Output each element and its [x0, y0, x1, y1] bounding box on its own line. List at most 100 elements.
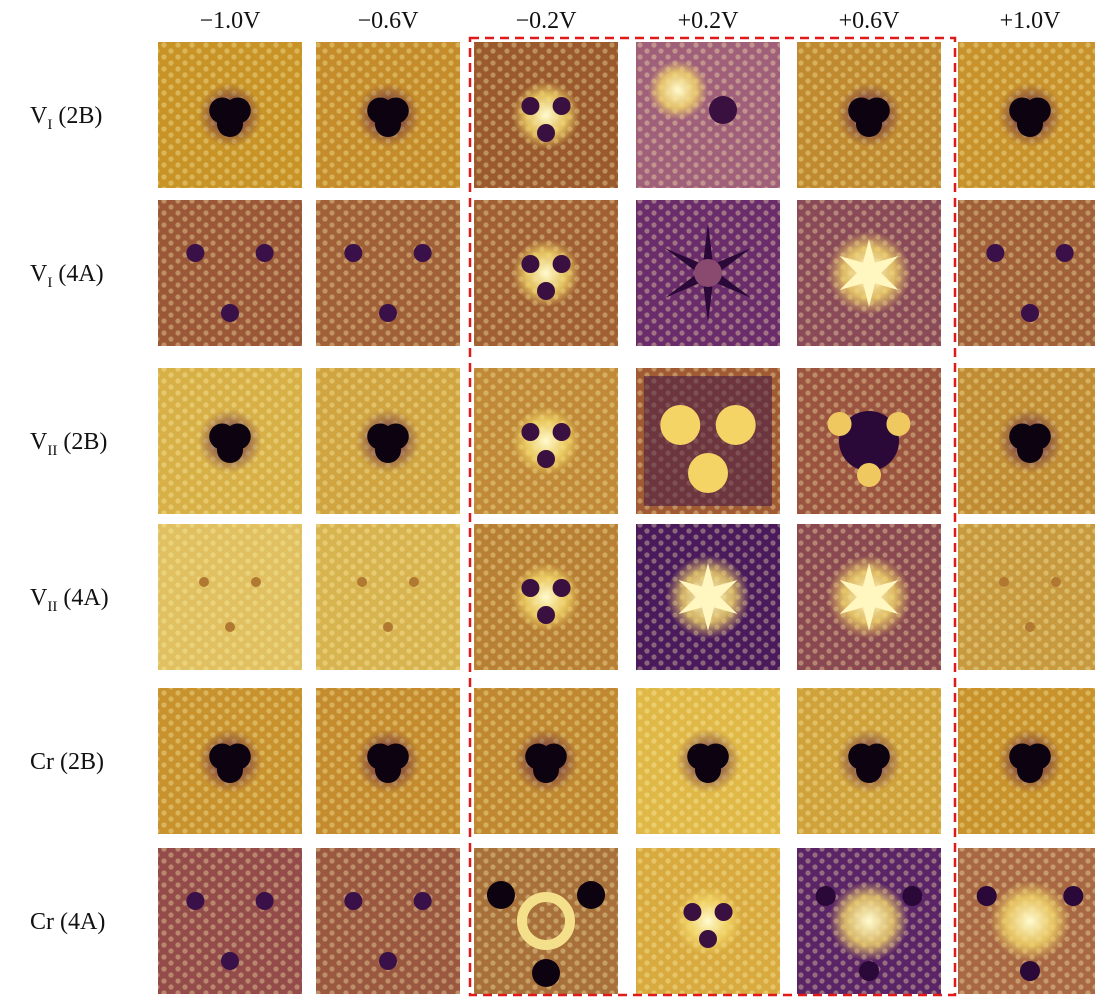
image-feature	[534, 749, 558, 773]
image-feature	[990, 881, 1070, 961]
stm-image	[474, 200, 618, 346]
stm-image	[316, 42, 460, 188]
stm-image	[636, 200, 780, 346]
stm-image	[158, 42, 302, 188]
stm-image	[474, 688, 618, 834]
image-feature	[1051, 577, 1061, 587]
image-feature	[256, 892, 274, 910]
image-feature	[857, 749, 881, 773]
stm-image	[158, 524, 302, 670]
image-feature	[999, 577, 1009, 587]
stm-image	[797, 200, 941, 346]
image-texture	[158, 848, 302, 994]
row-tag: (2B)	[60, 749, 104, 775]
image-feature	[857, 463, 881, 487]
image-feature	[977, 886, 997, 906]
row-tag: (4A)	[63, 585, 108, 611]
image-feature	[553, 579, 571, 597]
image-feature	[186, 892, 204, 910]
image-feature	[1063, 886, 1083, 906]
row-tag: (2B)	[58, 103, 102, 129]
image-feature	[1056, 244, 1074, 262]
stm-image	[316, 688, 460, 834]
image-feature	[225, 622, 235, 632]
row-subscript: II	[47, 443, 57, 459]
column-header: +0.6V	[839, 8, 901, 34]
image-feature	[683, 903, 701, 921]
image-feature	[828, 412, 852, 436]
image-feature	[537, 282, 555, 300]
image-feature	[1025, 622, 1035, 632]
image-feature	[221, 304, 239, 322]
image-feature	[376, 749, 400, 773]
stm-image	[316, 200, 460, 346]
image-feature	[660, 405, 700, 445]
column-header: +1.0V	[1000, 8, 1062, 34]
image-feature	[376, 103, 400, 127]
image-texture	[958, 524, 1095, 670]
column-header: −1.0V	[200, 8, 262, 34]
image-feature	[521, 97, 539, 115]
stm-image	[958, 848, 1095, 994]
stm-image	[797, 42, 941, 188]
stm-image	[636, 368, 780, 514]
row-label: VI(4A)	[30, 261, 104, 291]
row-tag: (2B)	[63, 429, 107, 455]
row-name: Cr	[30, 909, 54, 935]
image-feature	[357, 577, 367, 587]
stm-image	[797, 524, 941, 670]
image-texture	[158, 524, 302, 670]
stm-image	[158, 688, 302, 834]
image-feature	[414, 892, 432, 910]
row-name: V	[30, 429, 48, 455]
row-subscript: I	[47, 117, 52, 133]
image-feature	[218, 429, 242, 453]
stm-image	[316, 368, 460, 514]
stm-image	[474, 42, 618, 188]
image-feature	[186, 244, 204, 262]
row-name: Cr	[30, 749, 54, 775]
row-subscript: II	[47, 599, 57, 615]
image-feature	[715, 903, 733, 921]
row-label: VII (2B)	[30, 429, 107, 459]
stm-image	[636, 524, 780, 670]
image-feature	[857, 103, 881, 127]
stm-image	[636, 688, 780, 834]
image-texture	[316, 200, 460, 346]
image-feature	[379, 304, 397, 322]
image-feature	[902, 886, 922, 906]
image-feature	[709, 96, 737, 124]
image-feature	[251, 577, 261, 587]
image-texture	[158, 200, 302, 346]
row-label: VII(4A)	[30, 585, 109, 615]
image-feature	[859, 961, 879, 981]
image-feature	[829, 881, 909, 961]
stm-image	[158, 368, 302, 514]
image-feature	[1018, 429, 1042, 453]
image-feature	[344, 244, 362, 262]
image-feature	[1018, 749, 1042, 773]
image-feature	[699, 930, 717, 948]
row-label: Cr(4A)	[30, 909, 105, 935]
image-texture	[958, 200, 1095, 346]
stm-image	[958, 42, 1095, 188]
image-feature	[218, 749, 242, 773]
image-feature	[199, 577, 209, 587]
image-feature	[383, 622, 393, 632]
column-header: −0.2V	[516, 8, 578, 34]
column-header: +0.2V	[678, 8, 740, 34]
stm-image	[958, 688, 1095, 834]
image-feature	[553, 423, 571, 441]
stm-image	[636, 42, 780, 188]
row-name: V	[30, 261, 48, 287]
image-feature	[696, 749, 720, 773]
image-feature	[256, 244, 274, 262]
image-feature	[521, 255, 539, 273]
stm-image	[958, 524, 1095, 670]
image-feature	[694, 259, 722, 287]
stm-image	[158, 848, 302, 994]
stm-image	[958, 368, 1095, 514]
stm-image	[474, 848, 618, 994]
stm-image	[316, 848, 460, 994]
stm-image	[158, 200, 302, 346]
